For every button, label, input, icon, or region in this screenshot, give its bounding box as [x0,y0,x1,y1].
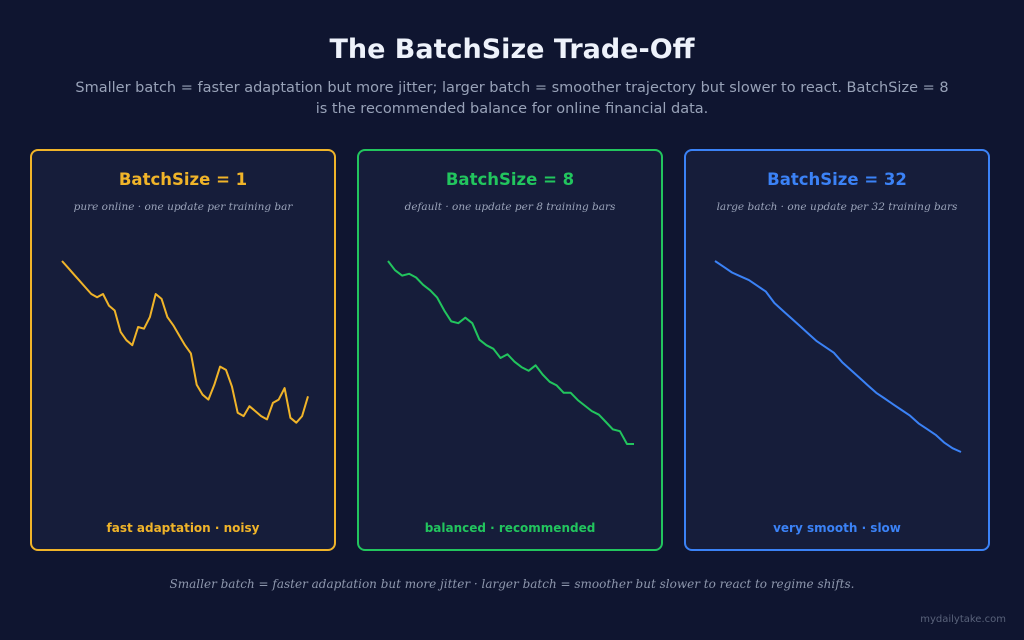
panel-batch-32: BatchSize = 32 large batch · one update … [684,149,990,551]
trajectory-chart-batch-8 [387,260,634,445]
panel-title: BatchSize = 8 [445,170,575,189]
trajectory-line [387,260,634,445]
panel-title: BatchSize = 32 [767,170,907,189]
trajectory-line [61,260,309,424]
panel-subtitle: pure online · one update per training ba… [73,201,293,213]
panel-title: BatchSize = 1 [118,170,248,189]
page-title: The BatchSize Trade-Off [329,34,695,65]
panel-subtitle: large batch · one update per 32 training… [716,201,958,213]
page-subtitle: Smaller batch = faster adaptation but mo… [75,80,949,117]
trajectory-chart-batch-1 [61,260,309,424]
panel-subtitle: default · one update per 8 training bars [404,201,616,213]
footer-note: Smaller batch = faster adaptation but mo… [169,577,855,591]
trajectory-line [714,260,962,453]
watermark: mydailytake.com [920,614,1006,625]
panel-footer: fast adaptation · noisy [106,521,260,535]
panel-footer: balanced · recommended [424,521,596,535]
panel-batch-1: BatchSize = 1 pure online · one update p… [30,149,336,551]
panel-batch-8: BatchSize = 8 default · one update per 8… [357,149,663,551]
trajectory-chart-batch-32 [714,260,962,453]
panel-footer: very smooth · slow [773,521,901,535]
